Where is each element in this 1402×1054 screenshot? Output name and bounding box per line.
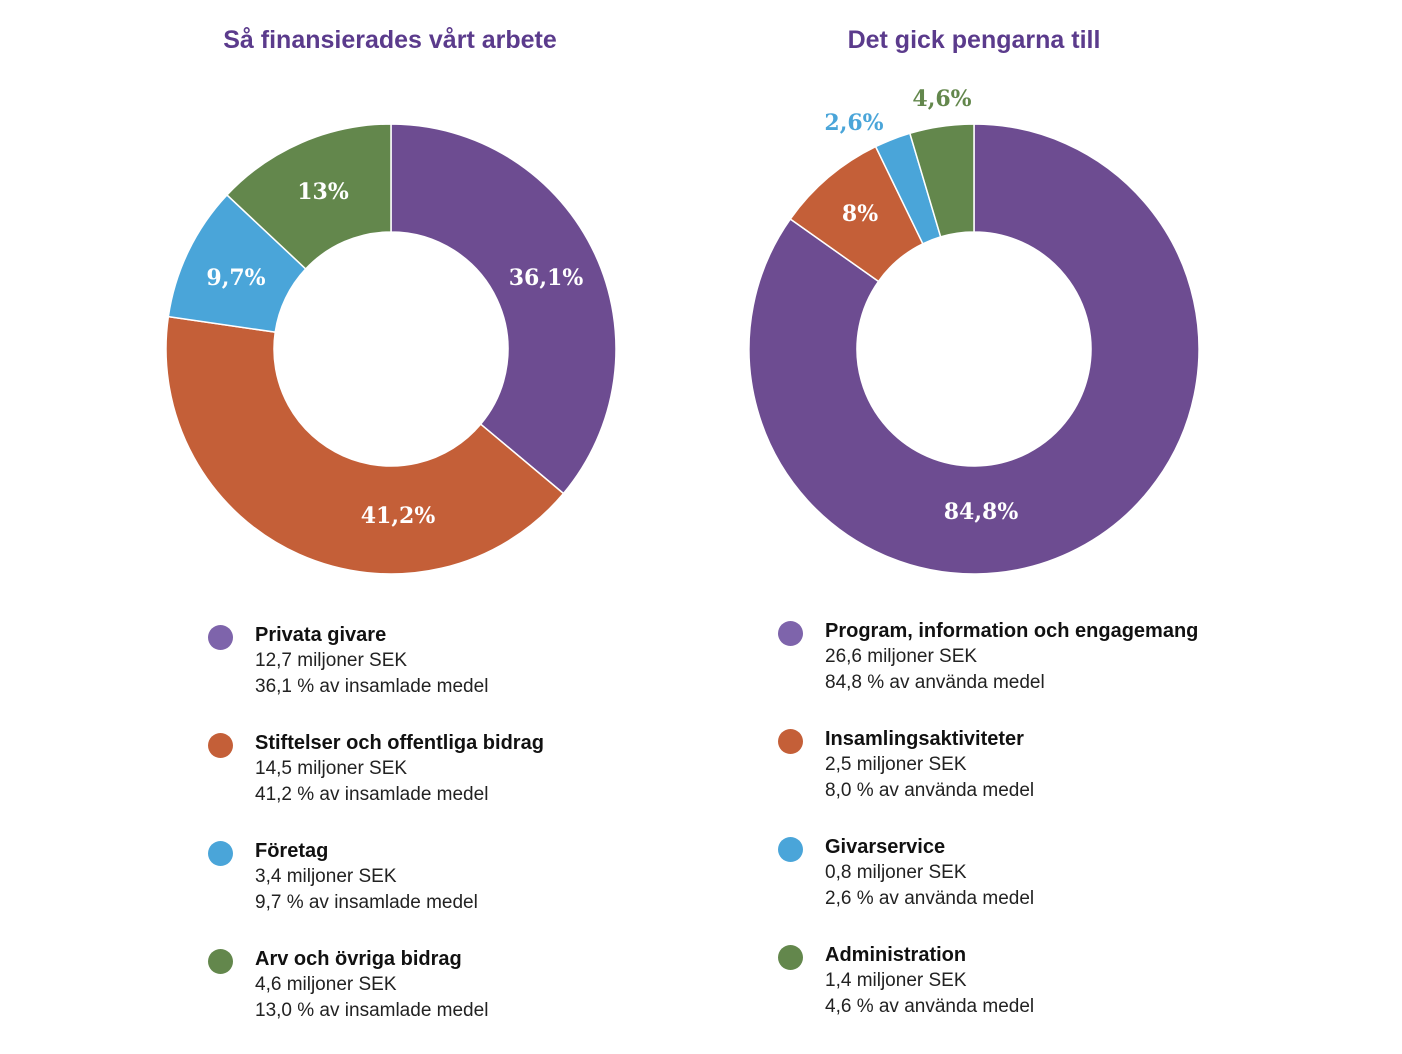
legend-dot-icon — [208, 841, 233, 866]
slice-percent-label: 9,7% — [206, 265, 265, 291]
legend-amount: 2,5 miljoner SEK — [825, 754, 967, 775]
legend-amount: 0,8 miljoner SEK — [825, 862, 967, 883]
slice-percent-label: 36,1% — [509, 265, 584, 291]
legend-share: 4,6 % av använda medel — [825, 996, 1035, 1017]
spending-legend: Program, information och engagemang 26,6… — [778, 618, 1198, 1050]
legend-name: Insamlingsaktiviteter — [825, 728, 1024, 750]
legend-item: Program, information och engagemang 26,6… — [778, 618, 1198, 726]
chart-title: Det gick pengarna till — [847, 26, 1101, 54]
slice-percent-label: 2,6% — [824, 110, 883, 136]
legend-share: 41,2 % av insamlade medel — [255, 784, 489, 805]
legend-amount: 12,7 miljoner SEK — [255, 650, 408, 671]
legend-name: Givarservice — [825, 836, 946, 858]
chart-title: Så finansierades vårt arbete — [223, 26, 557, 54]
legend-dot-icon — [208, 625, 233, 650]
legend-dot-icon — [208, 733, 233, 758]
legend-amount: 3,4 miljoner SEK — [255, 866, 397, 887]
funding-donut-chart: 36,1% 41,2% 9,7% 13% — [165, 123, 617, 575]
legend-amount: 1,4 miljoner SEK — [825, 970, 967, 991]
legend-name: Stiftelser och offentliga bidrag — [255, 732, 544, 754]
legend-name: Program, information och engagemang — [825, 620, 1199, 642]
legend-share: 9,7 % av insamlade medel — [255, 892, 478, 913]
legend-name: Arv och övriga bidrag — [255, 948, 462, 970]
spending-donut-chart: 84,8% 8% 2,6% 4,6% — [748, 86, 1200, 575]
slice-percent-label: 41,2% — [361, 503, 436, 529]
legend-item: Företag 3,4 miljoner SEK 9,7 % av insaml… — [208, 838, 544, 946]
legend-amount: 14,5 miljoner SEK — [255, 758, 408, 779]
slice-percent-label: 13% — [297, 179, 349, 205]
legend-dot-icon — [778, 729, 803, 754]
donut-slice — [165, 315, 565, 575]
donut-slice — [225, 123, 392, 270]
legend-amount: 4,6 miljoner SEK — [255, 974, 397, 995]
slice-percent-label: 8% — [842, 201, 878, 227]
slice-percent-label: 84,8% — [944, 499, 1019, 525]
legend-share: 8,0 % av använda medel — [825, 780, 1035, 801]
funding-legend: Privata givare 12,7 miljoner SEK 36,1 % … — [208, 622, 544, 1054]
legend-share: 36,1 % av insamlade medel — [255, 676, 489, 697]
funding-panel: Så finansierades vårt arbete 36,1% 41,2% 9… — [0, 0, 701, 1050]
legend-item: Privata givare 12,7 miljoner SEK 36,1 % … — [208, 622, 544, 730]
legend-name: Privata givare — [255, 624, 387, 646]
legend-amount: 26,6 miljoner SEK — [825, 646, 978, 667]
legend-dot-icon — [778, 945, 803, 970]
legend-item: Givarservice 0,8 miljoner SEK 2,6 % av a… — [778, 834, 1198, 942]
legend-item: Stiftelser och offentliga bidrag 14,5 mi… — [208, 730, 544, 838]
legend-share: 2,6 % av använda medel — [825, 888, 1035, 909]
legend-dot-icon — [778, 621, 803, 646]
legend-name: Företag — [255, 840, 329, 862]
legend-share: 84,8 % av använda medel — [825, 672, 1045, 693]
legend-dot-icon — [208, 949, 233, 974]
donut-slice — [390, 123, 617, 495]
legend-item: Administration 1,4 miljoner SEK 4,6 % av… — [778, 942, 1198, 1050]
legend-item: Insamlingsaktiviteter 2,5 miljoner SEK 8… — [778, 726, 1198, 834]
slice-percent-label: 4,6% — [912, 86, 971, 112]
legend-dot-icon — [778, 837, 803, 862]
spending-panel: Det gick pengarna till 84,8% 8% 2,6% 4,6% P… — [701, 0, 1402, 1050]
legend-name: Administration — [825, 944, 967, 966]
legend-item: Arv och övriga bidrag 4,6 miljoner SEK 1… — [208, 946, 544, 1054]
donut-slice — [748, 123, 1200, 575]
legend-share: 13,0 % av insamlade medel — [255, 1000, 489, 1021]
donut-slice — [908, 123, 975, 238]
